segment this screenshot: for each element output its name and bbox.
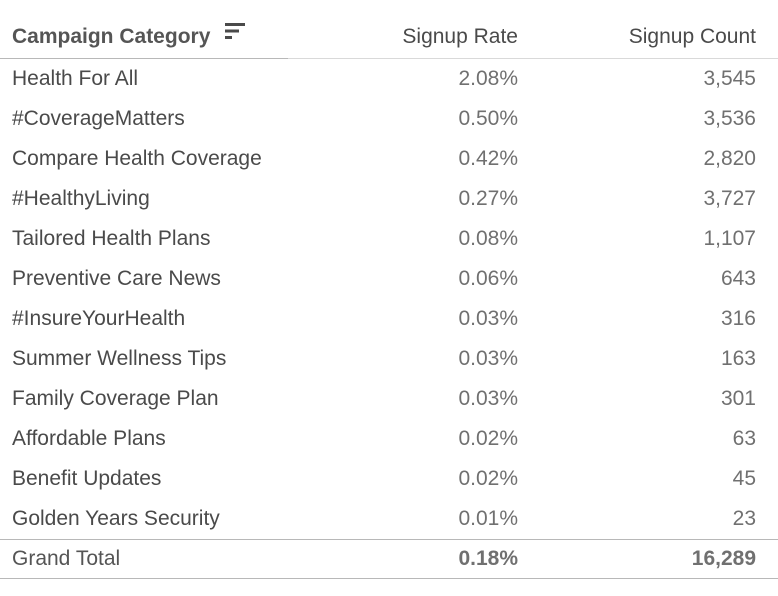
signup-rate-cell: 0.02% [458,467,518,491]
campaign-category-cell: #CoverageMatters [12,107,185,131]
header-row: Campaign Category Signup Rate Signup Cou… [0,14,778,60]
signup-rate-cell: 0.03% [458,307,518,331]
table-row[interactable]: #CoverageMatters 0.50% 3,536 [0,99,778,139]
signup-rate-cell: 0.27% [458,187,518,211]
campaign-category-cell: #InsureYourHealth [12,307,186,331]
column-header-campaign-category[interactable]: Campaign Category [0,14,288,60]
signup-count-cell: 45 [732,467,756,491]
signup-rate-cell: 0.01% [458,507,518,531]
signup-count-cell: 3,727 [703,187,756,211]
table-row[interactable]: Compare Health Coverage 0.42% 2,820 [0,139,778,179]
campaign-category-cell: Golden Years Security [12,507,220,531]
campaign-category-cell: Health For All [12,67,139,91]
table-row[interactable]: Benefit Updates 0.02% 45 [0,459,778,499]
campaign-category-cell: #HealthyLiving [12,187,150,211]
signup-rate-cell: 0.50% [458,107,518,131]
signup-rate-cell: 0.03% [458,347,518,371]
grand-total-signup-count: 16,289 [530,539,778,580]
signup-rate-cell: 2.08% [458,67,518,91]
campaign-category-cell: Affordable Plans [12,427,166,451]
signup-count-cell: 23 [732,507,756,531]
campaign-category-cell: Preventive Care News [12,267,221,291]
signup-count-cell: 1,107 [703,227,756,251]
table-row[interactable]: Tailored Health Plans 0.08% 1,107 [0,219,778,259]
signup-count-cell: 3,545 [703,67,756,91]
signup-rate-cell: 0.08% [458,227,518,251]
campaign-category-cell: Compare Health Coverage [12,147,262,171]
signup-count-cell: 3,536 [703,107,756,131]
table-row[interactable]: Preventive Care News 0.06% 643 [0,259,778,299]
table-row[interactable]: Golden Years Security 0.01% 23 [0,499,778,540]
campaign-category-cell: Summer Wellness Tips [12,347,227,371]
signup-count-cell: 316 [720,307,756,331]
campaign-category-cell: Benefit Updates [12,467,162,491]
table-row[interactable]: #HealthyLiving 0.27% 3,727 [0,179,778,219]
campaign-category-cell: Family Coverage Plan [12,387,219,411]
table-row[interactable]: Affordable Plans 0.02% 63 [0,419,778,459]
campaign-signup-table: Campaign Category Signup Rate Signup Cou… [0,14,778,580]
table-row[interactable]: #InsureYourHealth 0.03% 316 [0,299,778,339]
signup-rate-cell: 0.03% [458,387,518,411]
signup-rate-cell: 0.06% [458,267,518,291]
table-body: Health For All 2.08% 3,545 #CoverageMatters… [0,59,778,540]
campaign-category-cell: Tailored Health Plans [12,227,211,251]
signup-count-cell: 163 [720,347,756,371]
column-header-signup-rate[interactable]: Signup Rate [288,16,530,60]
signup-count-cell: 643 [720,267,756,291]
column-header-label: Campaign Category [12,25,211,48]
signup-rate-cell: 0.42% [458,147,518,171]
sort-descending-icon[interactable] [224,14,246,56]
signup-count-cell: 63 [732,427,756,451]
signup-count-cell: 301 [720,387,756,411]
signup-rate-cell: 0.02% [458,427,518,451]
signup-count-cell: 2,820 [703,147,756,171]
grand-total-label: Grand Total [0,539,288,580]
table-row[interactable]: Summer Wellness Tips 0.03% 163 [0,339,778,379]
grand-total-row: Grand Total 0.18% 16,289 [0,539,778,580]
data-table-container: Campaign Category Signup Rate Signup Cou… [0,14,778,580]
grand-total-signup-rate: 0.18% [288,539,530,580]
table-row[interactable]: Family Coverage Plan 0.03% 301 [0,379,778,419]
column-header-signup-count[interactable]: Signup Count [530,16,778,60]
table-row[interactable]: Health For All 2.08% 3,545 [0,59,778,100]
